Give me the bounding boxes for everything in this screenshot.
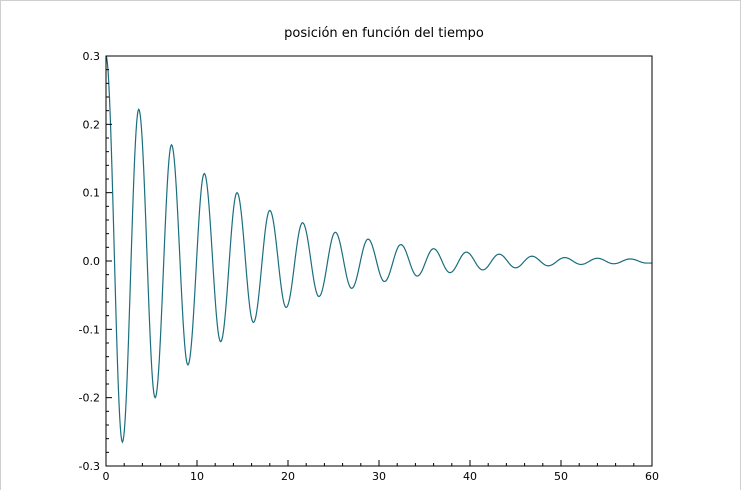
x-tick-label: 50 <box>554 470 568 483</box>
x-tick-label: 30 <box>372 470 386 483</box>
series-line <box>105 55 652 444</box>
plot-area <box>105 55 652 444</box>
x-tick-label: 40 <box>463 470 477 483</box>
y-tick-label: -0.1 <box>79 323 100 336</box>
y-tick-label: 0.2 <box>83 118 101 131</box>
y-tick-label: -0.2 <box>79 392 100 405</box>
axes: 0 10 20 30 40 50 60 0.3 0.2 0.1 0.0 -0.1 -0.2 -0.3 <box>79 50 659 483</box>
x-tick-label: 10 <box>190 470 204 483</box>
y-tick-label: 0.3 <box>83 50 101 63</box>
y-tick-label: -0.3 <box>79 460 100 473</box>
plot-frame <box>105 55 653 467</box>
x-tick-label: 60 <box>645 470 659 483</box>
y-tick-label: 0.1 <box>83 187 101 200</box>
chart-title: posición en función del tiempo <box>284 26 484 41</box>
x-tick-label: 0 <box>103 470 110 483</box>
y-tick-label: 0.0 <box>83 255 101 268</box>
x-tick-label: 20 <box>281 470 295 483</box>
